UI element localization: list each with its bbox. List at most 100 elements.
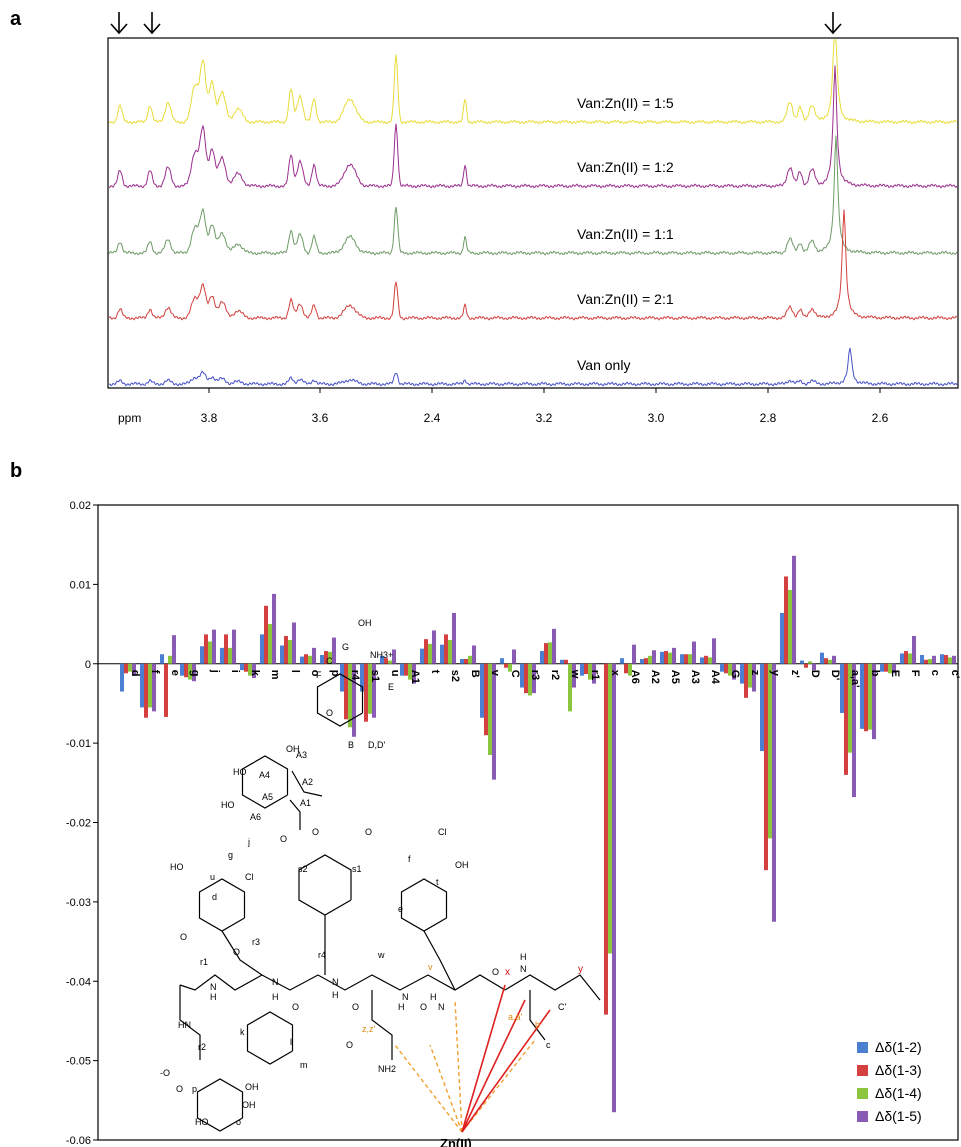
bar [424,639,428,664]
bar [752,663,756,692]
atom-label: C' [558,1002,566,1012]
atom-label-orange: b [535,1020,540,1030]
atom-label: s1 [352,864,362,874]
x-tick-label: 3.8 [201,411,218,425]
arrow-head [824,23,842,35]
y-tick-label: -0.02 [66,818,91,830]
bar [364,663,368,722]
atom-label: O [326,708,333,718]
bar [660,651,664,664]
coordination-arrow [461,999,526,1133]
atom-label: Cl [245,872,254,882]
bar [708,657,712,664]
bar [132,663,136,676]
side-chain [371,990,393,1060]
bar [680,654,684,664]
atom-label-red: x [505,967,510,978]
bar [848,663,852,753]
bar [900,653,904,664]
bar [300,656,304,664]
bar [744,663,748,698]
bar [288,639,292,664]
atom-label: j [247,837,250,847]
bar [492,663,496,780]
peptide-backbone [179,974,506,991]
category-label: r2 [549,670,561,680]
atom-label: O [346,1040,353,1050]
arrow-head [143,23,161,35]
atom-label: H [272,992,279,1002]
atom-label: A5 [262,792,273,802]
x-tick-label: 3.2 [536,411,553,425]
atom-label: H [332,990,339,1000]
bar [160,654,164,664]
atom-label: H [210,992,217,1002]
category-label: z [749,670,761,676]
plot-frame [107,37,959,389]
category-label: v [489,670,501,677]
atom-label: HN [178,1020,191,1030]
bar [540,651,544,664]
atom-label: OH [242,1100,256,1110]
bar [472,645,476,664]
category-label: s1 [369,670,381,682]
category-label: d [129,670,141,677]
atom-label: HO [233,767,247,777]
bar [748,663,752,688]
category-label: s2 [449,670,461,682]
bar [428,643,432,664]
y-tick-label: -0.03 [66,897,91,909]
bar [648,655,652,664]
bar [544,643,548,664]
bar [528,663,532,696]
bar [124,663,128,674]
bar [280,645,284,664]
bar [164,663,168,717]
atom-label-orange: z,z' [362,1024,376,1034]
bar [524,663,528,694]
bar [408,663,412,680]
bar [880,663,884,672]
legend-label: Δδ(1-5) [875,1108,922,1124]
bar [344,663,348,720]
category-label: F [909,670,921,677]
atom-label: k [240,1027,245,1037]
bar [920,655,924,664]
panel-a-label: a [10,8,22,30]
atom-label: H [398,1002,405,1012]
bar [700,657,704,664]
spectrum-line [108,347,958,387]
bar [304,654,308,664]
aromatic-ring [400,878,448,932]
category-label: A6 [629,670,641,684]
spectrum-label: Van only [577,357,630,373]
category-label: y [769,670,781,677]
bar [792,555,796,664]
category-label: f [149,670,161,674]
atom-label: HO [170,862,184,872]
category-label: g [189,670,201,677]
bar [812,663,816,671]
atom-label: s2 [298,864,308,874]
bar [480,663,484,718]
x-tick-label: 2.4 [424,411,441,425]
category-label: z' [789,670,801,679]
spectrum-line [108,135,958,256]
bar [452,612,456,664]
category-label: b [869,670,881,677]
bar [512,649,516,664]
bar [820,652,824,664]
bar [632,644,636,664]
atom-label: N [332,977,339,987]
bar [572,663,576,688]
bar [904,651,908,664]
bar [140,663,144,708]
bar [832,655,836,664]
category-label: A1 [409,670,421,684]
bar [592,663,596,684]
x-axis-unit: ppm [118,411,141,425]
bar [228,647,232,664]
glucose-ring [241,755,289,809]
bar [200,646,204,664]
